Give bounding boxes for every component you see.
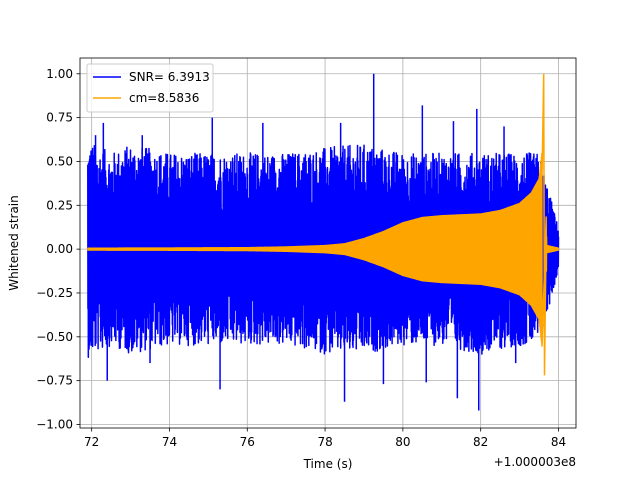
series-group: [87, 73, 560, 411]
ticks: 72 74 76 78 80 82 84 −1.00 −0.75 −0.50 −0.25 0.00 0.…: [36, 67, 566, 449]
y-tick-label-5: 0.25: [46, 198, 73, 212]
x-axis-label: Time (s): [303, 457, 353, 471]
x-axis-offset-label: +1.000003e8: [494, 455, 576, 469]
y-tick-label-7: 0.75: [46, 111, 73, 125]
legend: SNR= 6.3913 cm=8.5836: [86, 63, 214, 113]
legend-entry-cm: cm=8.5836: [129, 91, 199, 105]
series-cm-merger: [541, 73, 547, 376]
legend-box: [86, 63, 214, 113]
y-tick-label-4: 0.00: [46, 242, 73, 256]
series-cm-line: [87, 153, 560, 347]
y-axis-label: Whitened strain: [7, 195, 21, 291]
y-tick-label-1: −0.75: [36, 374, 73, 388]
x-tick-label-5: 82: [473, 435, 488, 449]
x-tick-label-6: 84: [551, 435, 566, 449]
x-tick-label-0: 72: [84, 435, 99, 449]
x-tick-label-1: 74: [162, 435, 177, 449]
y-tick-label-8: 1.00: [46, 67, 73, 81]
y-tick-label-2: −0.50: [36, 330, 73, 344]
x-tick-label-3: 78: [317, 435, 332, 449]
legend-entry-snr: SNR= 6.3913: [129, 70, 210, 84]
y-tick-label-6: 0.50: [46, 154, 73, 168]
x-tick-label-4: 80: [395, 435, 410, 449]
axes-frame: [79, 57, 577, 429]
x-tick-label-2: 76: [240, 435, 255, 449]
plot-area: [87, 73, 560, 411]
axes-border: [79, 57, 577, 429]
y-tick-label-3: −0.25: [36, 286, 73, 300]
y-tick-label-0: −1.00: [36, 417, 73, 431]
